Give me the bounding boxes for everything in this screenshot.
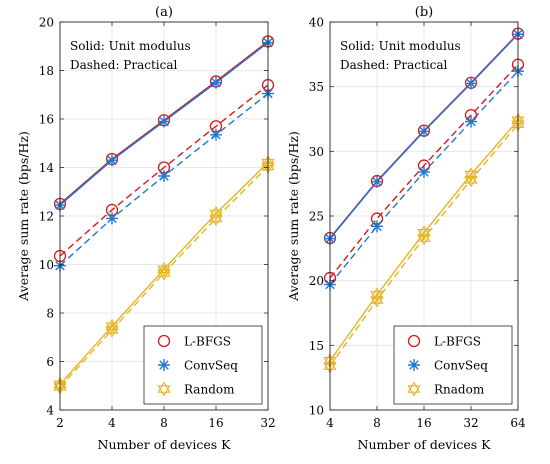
series-line-rnadom-dashed xyxy=(329,123,519,367)
y-axis-label: Average sum rate (bps/Hz) xyxy=(286,131,301,302)
data-point-random-dashed xyxy=(209,210,223,227)
y-tick-label: 20 xyxy=(309,274,324,288)
data-point-convseq-dashed xyxy=(371,220,383,233)
y-tick-label: 12 xyxy=(39,210,54,224)
legend-marker-convseq xyxy=(158,359,170,371)
data-point-convseq-solid xyxy=(418,125,430,138)
y-tick-label: 30 xyxy=(309,145,324,159)
data-point-convseq-dashed xyxy=(210,128,222,141)
y-tick-label: 18 xyxy=(39,64,54,78)
x-axis-label: Number of devices K xyxy=(358,437,492,452)
annotation-text: Dashed: Practical xyxy=(70,58,178,72)
data-point-convseq-dashed xyxy=(158,169,170,182)
legend-marker-l-bfgs xyxy=(157,334,171,348)
legend-marker-random xyxy=(157,381,171,397)
y-tick-label: 10 xyxy=(309,404,324,418)
y-tick-label: 20 xyxy=(39,16,54,30)
x-tick-label: 4 xyxy=(326,416,334,430)
legend-marker-l-bfgs xyxy=(407,334,421,348)
x-tick-label: 8 xyxy=(373,416,381,430)
data-point-rnadom-dashed xyxy=(370,292,384,308)
x-tick-label: 2 xyxy=(56,416,64,430)
x-tick-label: 16 xyxy=(416,416,431,430)
legend-marker-rnadom xyxy=(407,381,421,397)
data-point-rnadom-dashed xyxy=(417,230,431,246)
data-point-rnadom-dashed xyxy=(464,172,478,188)
data-point-convseq-dashed xyxy=(465,115,477,128)
data-point-convseq-dashed xyxy=(418,166,430,179)
x-tick-label: 8 xyxy=(160,416,168,430)
y-tick-label: 16 xyxy=(39,113,54,127)
x-tick-label: 32 xyxy=(260,416,275,430)
series-line-l-bfgs-dashed xyxy=(59,84,269,257)
chart-panel-b: 4 8 16 32 64 10 15 20 25 30 35 40 (b) Number of devic… xyxy=(286,5,526,452)
panel-title: (b) xyxy=(415,5,433,20)
x-axis-label: Number of devices K xyxy=(98,437,232,452)
x-tick-label: 32 xyxy=(463,416,478,430)
y-tick-label: 14 xyxy=(39,161,55,175)
data-point-convseq-solid xyxy=(106,154,118,167)
legend-label: ConvSeq xyxy=(184,359,238,373)
data-point-random-dashed xyxy=(105,322,119,338)
data-point-convseq-solid xyxy=(210,76,222,89)
panel-title: (a) xyxy=(155,5,173,20)
annotation-text: Dashed: Practical xyxy=(340,58,448,72)
series-line-l-bfgs-dashed xyxy=(329,64,519,279)
y-tick-label: 35 xyxy=(309,80,324,94)
data-point-random-dashed xyxy=(157,265,171,281)
y-tick-label: 10 xyxy=(39,258,54,272)
y-tick-label: 4 xyxy=(46,404,54,418)
y-tick-label: 40 xyxy=(309,16,324,30)
legend-label: Random xyxy=(184,383,235,397)
annotation-text: Solid: Unit modulus xyxy=(340,39,461,53)
data-point-convseq-solid xyxy=(465,77,477,90)
data-point-convseq-dashed xyxy=(106,212,118,225)
y-tick-label: 25 xyxy=(309,210,324,224)
y-tick-label: 15 xyxy=(309,339,324,353)
x-tick-label: 16 xyxy=(208,416,223,430)
data-point-convseq-solid xyxy=(158,115,170,128)
legend-label: L-BFGS xyxy=(434,335,481,349)
y-tick-label: 8 xyxy=(46,307,54,321)
legend: L-BFGS ConvSeq Random xyxy=(143,325,263,405)
legend-label: Rnadom xyxy=(434,383,485,397)
data-point-convseq-solid xyxy=(371,175,383,188)
y-tick-label: 6 xyxy=(46,355,54,369)
legend-label: ConvSeq xyxy=(434,359,488,373)
y-axis-label: Average sum rate (bps/Hz) xyxy=(16,131,31,302)
annotation-text: Solid: Unit modulus xyxy=(70,39,191,53)
x-tick-label: 4 xyxy=(108,416,116,430)
legend-label: L-BFGS xyxy=(184,335,231,349)
x-tick-label: 64 xyxy=(510,416,526,430)
legend-marker-convseq xyxy=(408,359,420,371)
series-line-rnadom-solid xyxy=(329,119,519,362)
legend-box xyxy=(393,325,513,405)
legend: L-BFGS ConvSeq Rnadom xyxy=(393,325,513,405)
